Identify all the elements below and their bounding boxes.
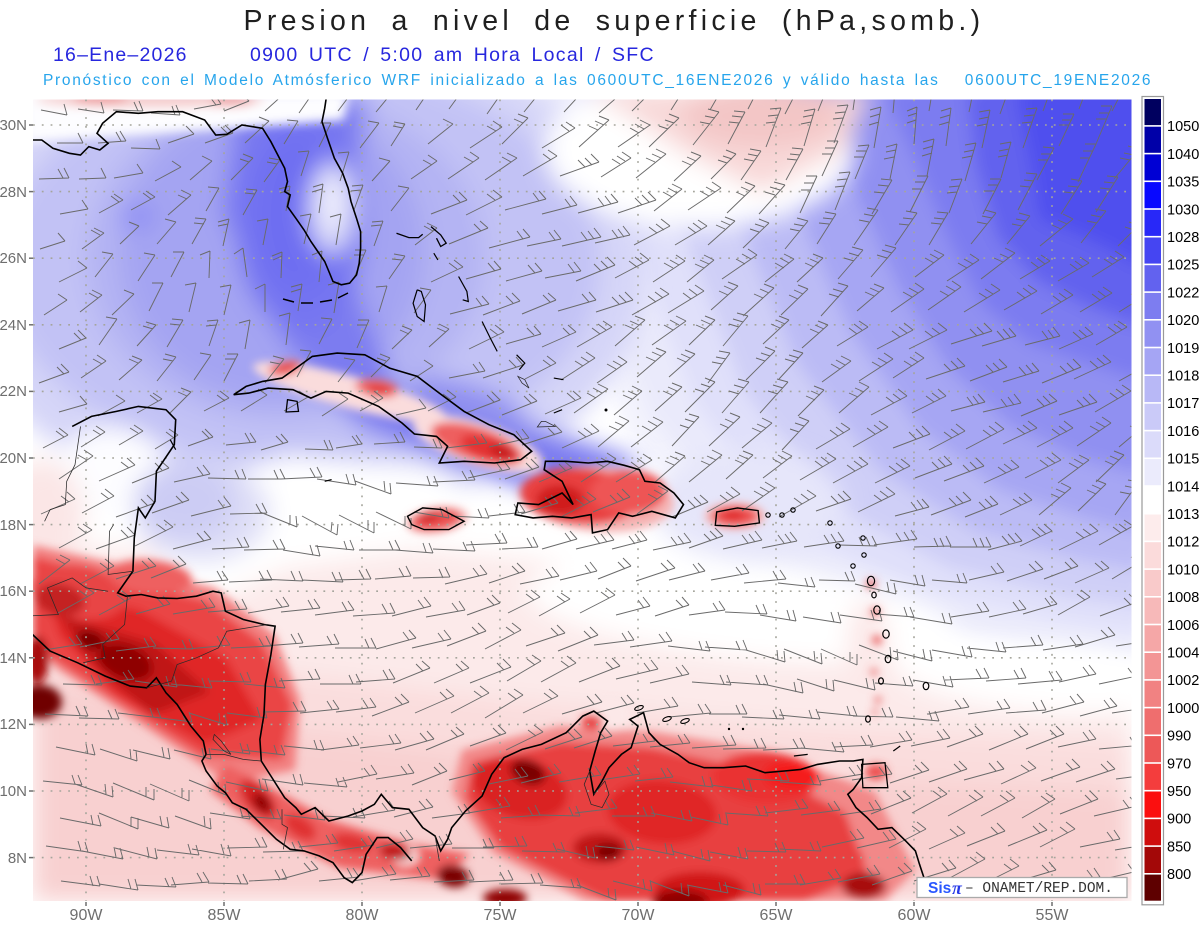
svg-text:950: 950 — [1167, 784, 1191, 800]
svg-text:1018: 1018 — [1167, 369, 1199, 385]
svg-text:1019: 1019 — [1167, 341, 1199, 357]
svg-text:1002: 1002 — [1167, 673, 1199, 689]
svg-text:1020: 1020 — [1167, 313, 1199, 329]
svg-text:8N: 8N — [8, 850, 27, 867]
svg-text:70W: 70W — [622, 907, 656, 924]
svg-text:18N: 18N — [0, 517, 27, 534]
svg-text:1015: 1015 — [1167, 452, 1199, 468]
svg-text:85W: 85W — [208, 907, 242, 924]
svg-text:Sis: Sis — [928, 880, 951, 897]
svg-text:1016: 1016 — [1167, 424, 1199, 440]
svg-text:1028: 1028 — [1167, 230, 1199, 246]
svg-text:1012: 1012 — [1167, 535, 1199, 551]
svg-text:80W: 80W — [346, 907, 380, 924]
svg-text:24N: 24N — [0, 317, 27, 334]
svg-text:28N: 28N — [0, 184, 27, 201]
svg-text:12N: 12N — [0, 716, 27, 733]
svg-text:1035: 1035 — [1167, 175, 1199, 191]
svg-text:970: 970 — [1167, 756, 1191, 772]
svg-text:1017: 1017 — [1167, 396, 1199, 412]
svg-text:14N: 14N — [0, 650, 27, 667]
svg-text:65W: 65W — [760, 907, 794, 924]
svg-text:16N: 16N — [0, 583, 27, 600]
svg-text:1022: 1022 — [1167, 285, 1199, 301]
svg-text:22N: 22N — [0, 383, 27, 400]
svg-text:1000: 1000 — [1167, 701, 1199, 717]
svg-text:1010: 1010 — [1167, 562, 1199, 578]
svg-text:π: π — [952, 878, 963, 898]
svg-text:1013: 1013 — [1167, 507, 1199, 523]
svg-text:90W: 90W — [70, 907, 104, 924]
svg-text:850: 850 — [1167, 839, 1191, 855]
svg-text:1004: 1004 — [1167, 646, 1199, 662]
svg-text:1025: 1025 — [1167, 258, 1199, 274]
svg-text:1050: 1050 — [1167, 119, 1199, 135]
svg-text:75W: 75W — [484, 907, 518, 924]
svg-text:60W: 60W — [898, 907, 932, 924]
svg-text:10N: 10N — [0, 783, 27, 800]
svg-text:55W: 55W — [1036, 907, 1070, 924]
svg-text:1040: 1040 — [1167, 147, 1199, 163]
svg-text:990: 990 — [1167, 729, 1191, 745]
svg-text:900: 900 — [1167, 812, 1191, 828]
svg-text:1008: 1008 — [1167, 590, 1199, 606]
svg-text:20N: 20N — [0, 450, 27, 467]
svg-text:800: 800 — [1167, 867, 1191, 883]
svg-text:26N: 26N — [0, 250, 27, 267]
svg-text:30N: 30N — [0, 117, 27, 134]
svg-text:1030: 1030 — [1167, 202, 1199, 218]
svg-text:1014: 1014 — [1167, 479, 1199, 495]
svg-text:– ONAMET/REP.DOM.: – ONAMET/REP.DOM. — [965, 881, 1113, 897]
svg-text:1006: 1006 — [1167, 618, 1199, 634]
